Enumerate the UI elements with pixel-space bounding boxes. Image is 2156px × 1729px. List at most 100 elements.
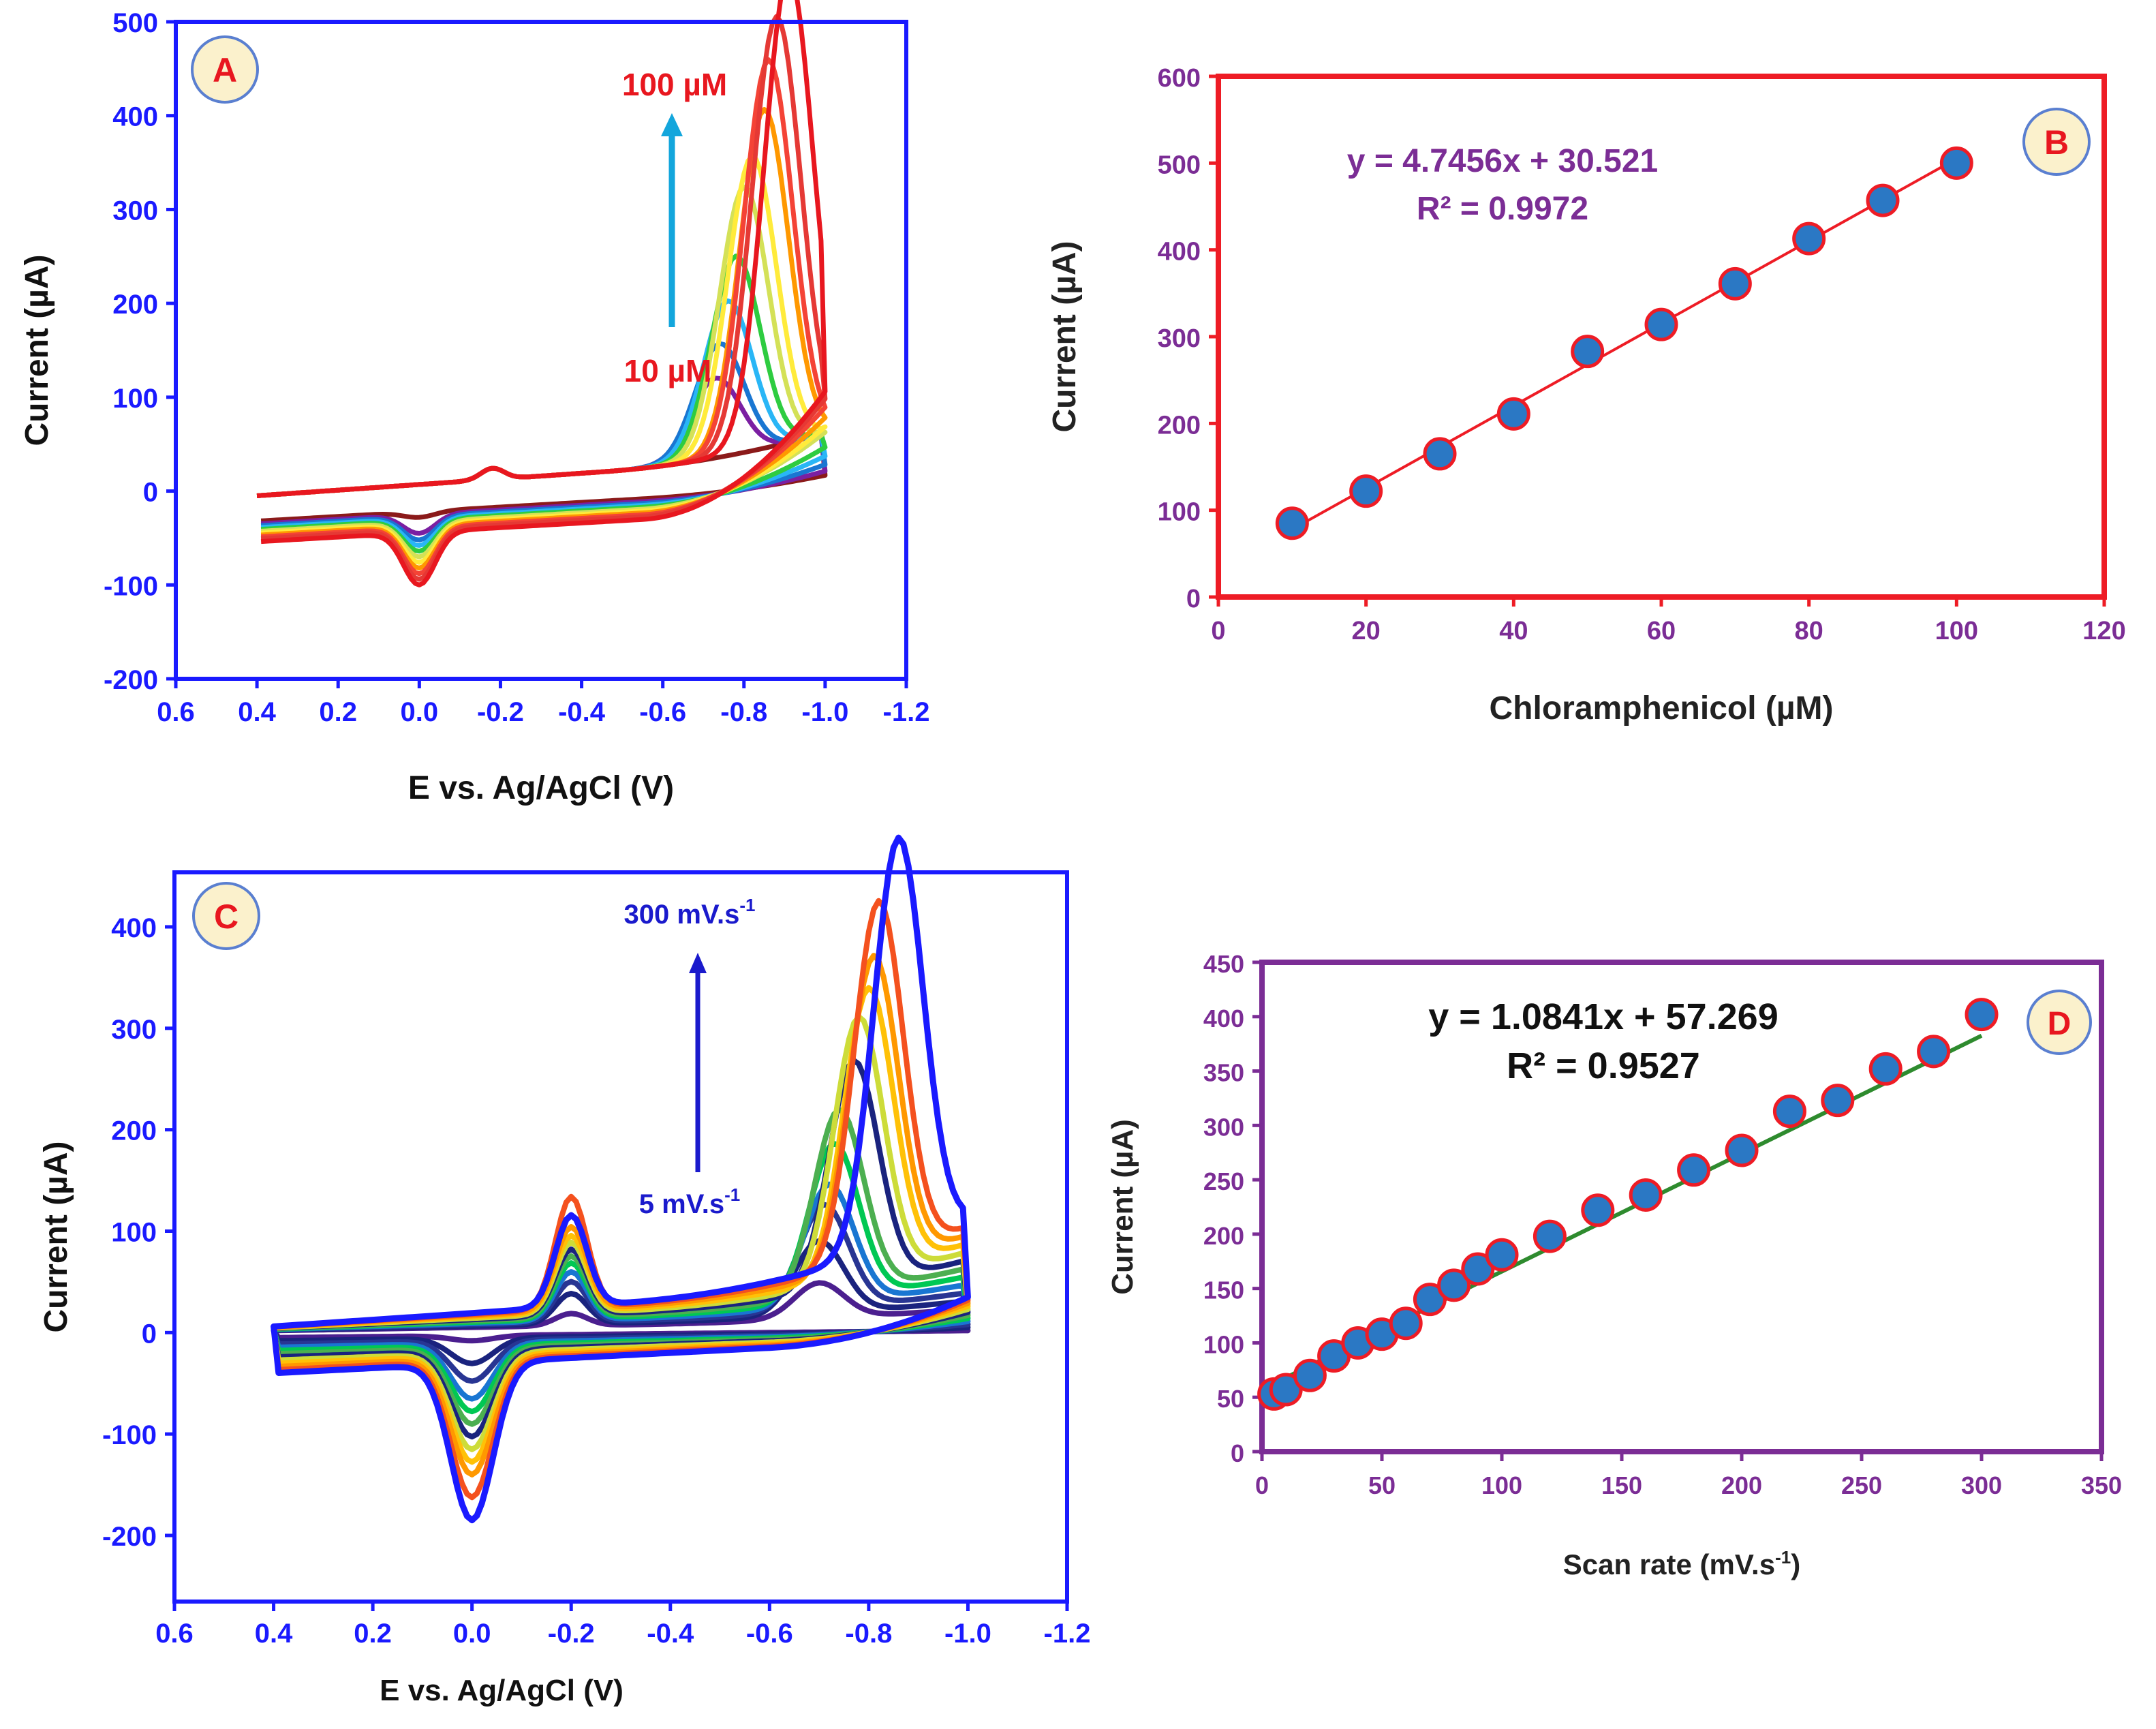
panel-c: -200 -100 0 100 200 300 400 0.6 0.4 0.2 0.0 -0.2 -0… [38, 834, 1090, 1707]
panel-c-series-5 [271, 1107, 971, 1427]
y-tick-label: 300 [112, 196, 158, 226]
y-tick-label: 300 [111, 1015, 157, 1045]
x-tick-label: -0.8 [720, 697, 767, 727]
panel-b-point [1275, 506, 1309, 540]
panel-d-xlabel: Scan rate (mV.s-1) [1563, 1547, 1800, 1580]
panel-a-xlabel: E vs. Ag/AgCl (V) [408, 770, 674, 806]
panel-d-point [1437, 1268, 1471, 1302]
panel-d-point [1533, 1219, 1567, 1253]
y-tick-label: 200 [111, 1116, 157, 1146]
panel-d-badge [2027, 990, 2092, 1055]
panel-a-ylabel: Current (µA) [19, 255, 55, 446]
x-tick-label: -0.8 [845, 1619, 892, 1649]
x-tick-label: -0.2 [477, 697, 524, 727]
y-tick-label: -200 [102, 1522, 157, 1552]
x-tick-label: 0.4 [238, 697, 276, 727]
x-tick-label: -0.6 [639, 697, 686, 727]
panel-d-frame [1259, 960, 2104, 1454]
x-tick-label: 60 [1647, 617, 1676, 645]
x-tick-label: -0.6 [746, 1619, 793, 1649]
panel-d-point [1389, 1306, 1423, 1341]
panel-a: -200 -100 0 100 200 300 400 500 0.6 0.4 0.2 0.0 -0.… [19, 0, 929, 806]
panel-a-series-9 [256, 14, 828, 582]
panel-b-point [1939, 146, 1973, 180]
y-tick-label: 450 [1203, 950, 1244, 978]
panel-d-point [1581, 1193, 1615, 1227]
panel-d-points [1257, 998, 1999, 1411]
panel-b-r-squared: R² = 0.9972 [1417, 191, 1588, 227]
panel-d-r-squared: R² = 0.9527 [1507, 1045, 1700, 1086]
y-tick-label: 0 [143, 478, 158, 508]
x-tick-label: 20 [1352, 617, 1381, 645]
panel-c-frame [172, 870, 1069, 1604]
x-tick-label: 0.0 [401, 697, 439, 727]
panel-d-y-ticks: 0 50 100 150 200 250 300 350 400 450 [1203, 950, 1262, 1467]
x-tick-label: 0 [1255, 1471, 1269, 1499]
y-tick-label: -100 [104, 571, 158, 601]
y-tick-label: 200 [1158, 411, 1201, 440]
panel-a-arrowhead [661, 113, 683, 136]
panel-d-ylabel: Current (µA) [1106, 1119, 1139, 1295]
panel-b-x-ticks: 0 20 40 60 80 100 120 [1211, 597, 2126, 645]
y-tick-label: 500 [112, 8, 158, 38]
x-tick-label: -1.0 [801, 697, 848, 727]
x-tick-label: 100 [1935, 617, 1978, 645]
panel-d-point [1917, 1035, 1951, 1069]
panel-b-fit-line [1291, 157, 1958, 531]
panel-c-arrowhead [689, 953, 707, 973]
panel-a-curves [256, 0, 828, 587]
panel-b-point [1423, 437, 1457, 471]
panel-c-badge [192, 882, 260, 950]
y-tick-label: 400 [112, 102, 158, 132]
y-tick-label: 100 [1158, 498, 1201, 527]
panel-d-point [1413, 1283, 1447, 1317]
x-tick-label: 120 [2082, 617, 2125, 645]
x-tick-label: 100 [1481, 1471, 1522, 1499]
panel-c-annotation-top: 300 mV.s-1 [624, 895, 756, 930]
panel-c-xlabel: E vs. Ag/AgCl (V) [380, 1674, 623, 1707]
x-tick-label: 0.2 [354, 1619, 392, 1649]
x-tick-label: -1.0 [944, 1619, 991, 1649]
x-tick-label: 80 [1795, 617, 1823, 645]
panel-d-point [1293, 1358, 1327, 1392]
panel-b-point [1792, 221, 1826, 256]
y-tick-label: 50 [1217, 1385, 1244, 1413]
x-tick-label: 0.6 [155, 1619, 194, 1649]
y-tick-label: 400 [111, 913, 157, 943]
panel-d-point [1772, 1095, 1806, 1129]
panel-d-point [1965, 998, 1999, 1032]
panel-d: 0 50 100 150 200 250 300 350 400 450 0 50 100 150 200… [1106, 950, 2122, 1580]
panel-b-badge [2022, 108, 2091, 176]
x-tick-label: -0.4 [647, 1619, 694, 1649]
x-tick-label: 0 [1211, 617, 1225, 645]
panel-b-point [1349, 474, 1383, 508]
panel-a-annotation-top: 100 µM [622, 67, 727, 102]
x-tick-label: 50 [1368, 1471, 1396, 1499]
y-tick-label: 0 [1186, 585, 1201, 613]
x-tick-label: 0.0 [453, 1619, 491, 1649]
x-tick-label: 350 [2081, 1471, 2122, 1499]
y-tick-label: 100 [112, 384, 158, 414]
panel-b-ylabel: Current (µA) [1047, 241, 1083, 433]
panel-b-equation: y = 4.7456x + 30.521 [1347, 143, 1658, 179]
y-tick-label: 200 [112, 290, 158, 320]
y-tick-label: 350 [1203, 1059, 1244, 1087]
x-tick-label: 150 [1601, 1471, 1642, 1499]
panel-d-point [1461, 1252, 1495, 1286]
x-tick-label: 300 [1961, 1471, 2002, 1499]
panel-d-point [1725, 1133, 1759, 1167]
y-tick-label: 100 [1203, 1330, 1244, 1358]
x-tick-label: -0.2 [548, 1619, 595, 1649]
y-tick-label: 600 [1158, 64, 1201, 93]
x-tick-label: 40 [1499, 617, 1528, 645]
y-tick-label: 200 [1203, 1222, 1244, 1250]
y-tick-label: 150 [1203, 1276, 1244, 1304]
y-tick-label: 400 [1158, 238, 1201, 266]
panel-c-curves [271, 834, 971, 1524]
y-tick-label: 100 [111, 1218, 157, 1248]
y-tick-label: -200 [104, 665, 158, 695]
y-tick-label: 0 [142, 1319, 157, 1349]
panel-b-y-ticks: 0 100 200 300 400 500 600 [1158, 64, 1218, 613]
panel-b-point [1866, 183, 1900, 217]
